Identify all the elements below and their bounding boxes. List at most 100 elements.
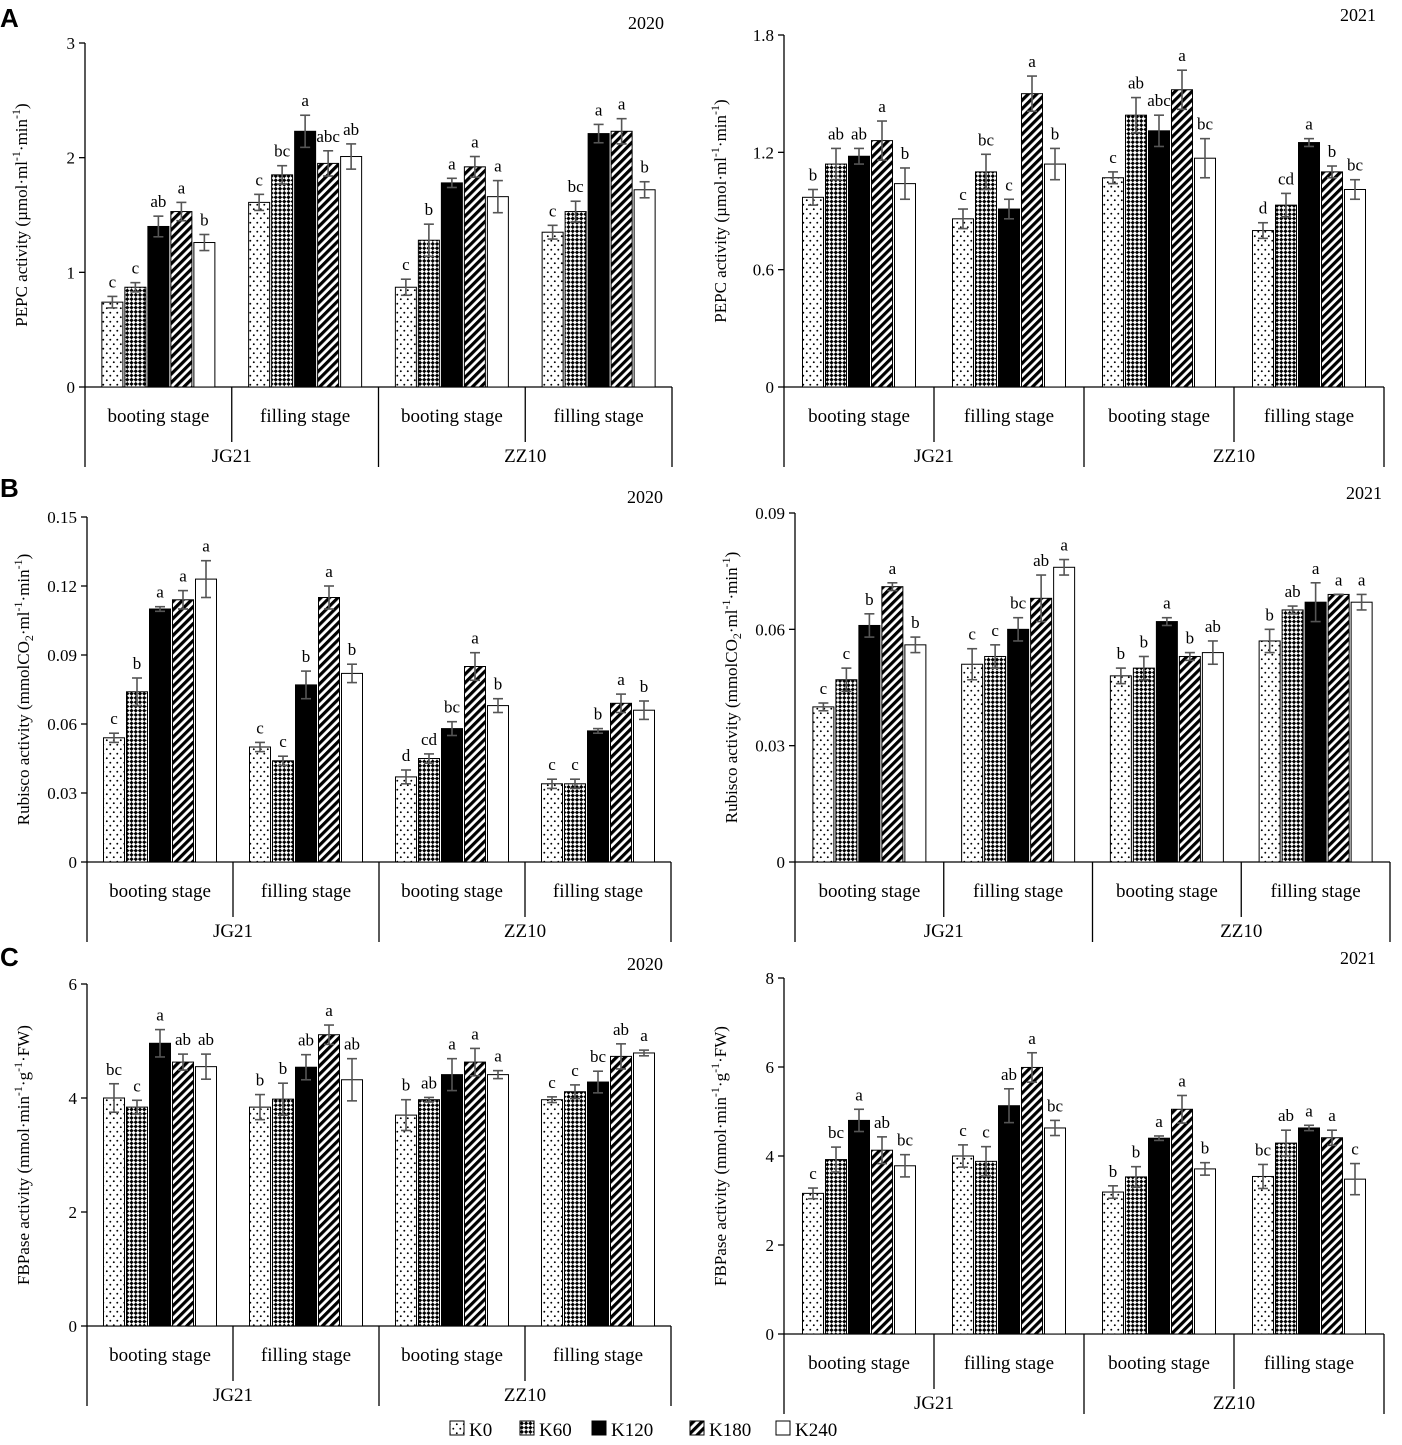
- y-tick-label: 6: [766, 1058, 775, 1077]
- bar-k240: [904, 644, 927, 863]
- year-title: 2020: [628, 13, 664, 33]
- bar-k180: [1171, 89, 1193, 388]
- bar-k180: [172, 599, 194, 863]
- stage-label: booting stage: [401, 881, 503, 902]
- y-tick-label: 0: [67, 378, 76, 397]
- y-tick-label: 0.12: [47, 577, 77, 596]
- bar-k120: [295, 1066, 317, 1327]
- bar-k240: [195, 578, 217, 863]
- panel-c-label: C: [0, 942, 19, 972]
- stage-label: booting stage: [808, 406, 910, 427]
- stage-label: filling stage: [964, 1353, 1054, 1374]
- significance-letter: b: [133, 654, 142, 673]
- bar-k240: [193, 242, 216, 388]
- bar-k240: [341, 1079, 363, 1327]
- significance-letter: a: [1312, 559, 1320, 578]
- significance-letter: a: [325, 1001, 333, 1020]
- y-tick-label: 6: [69, 975, 78, 994]
- bar-k120: [1298, 1127, 1320, 1335]
- bar-k240: [487, 705, 509, 863]
- significance-letter: a: [640, 1026, 648, 1045]
- significance-letter: c: [968, 625, 976, 644]
- bar-k180: [1030, 597, 1053, 863]
- legend-swatch-k0: [449, 1420, 465, 1436]
- significance-letter: c: [959, 1121, 967, 1140]
- bar-k180: [1021, 1066, 1043, 1335]
- significance-letter: ab: [1033, 551, 1049, 570]
- bar-k60: [272, 1098, 294, 1327]
- significance-letter: bc: [590, 1047, 607, 1066]
- bar-k60: [1275, 204, 1297, 388]
- significance-letter: a: [156, 583, 164, 602]
- bar-k180: [172, 1061, 194, 1327]
- bar-k240: [487, 1074, 509, 1327]
- bar-k240: [340, 156, 363, 388]
- significance-letter: abc: [316, 127, 340, 146]
- bar-k180: [1327, 593, 1350, 863]
- bar-k240: [633, 189, 656, 388]
- cultivar-label: ZZ10: [504, 921, 546, 942]
- significance-letter: b: [1132, 1143, 1141, 1162]
- bar-k240: [1194, 157, 1216, 388]
- bar-k120: [587, 1081, 609, 1327]
- y-tick-label: 0: [766, 378, 775, 397]
- stage-label: booting stage: [1116, 881, 1218, 902]
- significance-letter: a: [618, 95, 626, 114]
- y-axis-label: PEPC activity (µmol·ml-1·min-1): [708, 99, 730, 322]
- bar-k60: [1281, 609, 1304, 863]
- stage-label: filling stage: [554, 406, 644, 427]
- bar-k120: [848, 155, 870, 388]
- bar-k60: [272, 760, 294, 863]
- legend-label-k180: K180: [709, 1420, 751, 1441]
- significance-letter: bc: [1010, 594, 1027, 613]
- bar-k0: [395, 776, 417, 863]
- y-tick-label: 2: [69, 1203, 78, 1222]
- significance-letter: a: [1358, 570, 1366, 589]
- significance-letter: a: [471, 133, 479, 152]
- y-axis-label: Rubisco activity (mmolCO2·ml-1·min-1): [719, 552, 744, 824]
- significance-letter: a: [494, 1047, 502, 1066]
- y-tick-label: 0.03: [755, 737, 785, 756]
- significance-letter: a: [855, 1085, 863, 1104]
- significance-letter: b: [402, 1076, 411, 1095]
- significance-letter: c: [109, 272, 117, 291]
- cultivar-label: JG21: [914, 446, 954, 467]
- bar-k120: [1148, 1137, 1170, 1335]
- panel-letter: B: [0, 473, 19, 503]
- significance-letter: c: [256, 718, 264, 737]
- stage-label: filling stage: [1271, 881, 1361, 902]
- bar-k120: [848, 1119, 870, 1335]
- significance-letter: a: [179, 567, 187, 586]
- bar-k60: [124, 286, 147, 388]
- bar-k120: [1148, 130, 1170, 388]
- chart-fbpase-2021: 2021 0 2 4 6 8 booting stage filling stage booti…: [708, 948, 1385, 1414]
- significance-letter: c: [959, 185, 967, 204]
- stage-label: filling stage: [1264, 406, 1354, 427]
- bar-k60: [126, 691, 148, 863]
- significance-letter: abc: [1147, 91, 1171, 110]
- significance-letter: c: [571, 1061, 579, 1080]
- y-tick-label: 0.6: [753, 261, 774, 280]
- significance-letter: bc: [978, 130, 995, 149]
- significance-letter: ab: [198, 1030, 214, 1049]
- bar-k240: [633, 1052, 655, 1327]
- significance-letter: ab: [874, 1113, 890, 1132]
- bar-k120: [149, 608, 171, 863]
- bar-k120: [587, 133, 610, 388]
- significance-letter: b: [302, 647, 311, 666]
- y-tick-label: 0: [766, 1325, 775, 1344]
- bar-k60: [1125, 114, 1147, 388]
- significance-letter: c: [991, 621, 999, 640]
- significance-letter: bc: [1347, 156, 1364, 175]
- bar-k240: [1344, 1178, 1366, 1335]
- bar-k60: [835, 679, 858, 863]
- bar-k120: [858, 624, 881, 863]
- cultivar-label: JG21: [924, 921, 964, 942]
- significance-letter: a: [448, 154, 456, 173]
- bar-k180: [610, 702, 632, 863]
- significance-letter: ab: [1285, 582, 1301, 601]
- significance-letter: b: [1328, 142, 1337, 161]
- y-tick-label: 1: [67, 263, 76, 282]
- significance-letter: cd: [421, 730, 438, 749]
